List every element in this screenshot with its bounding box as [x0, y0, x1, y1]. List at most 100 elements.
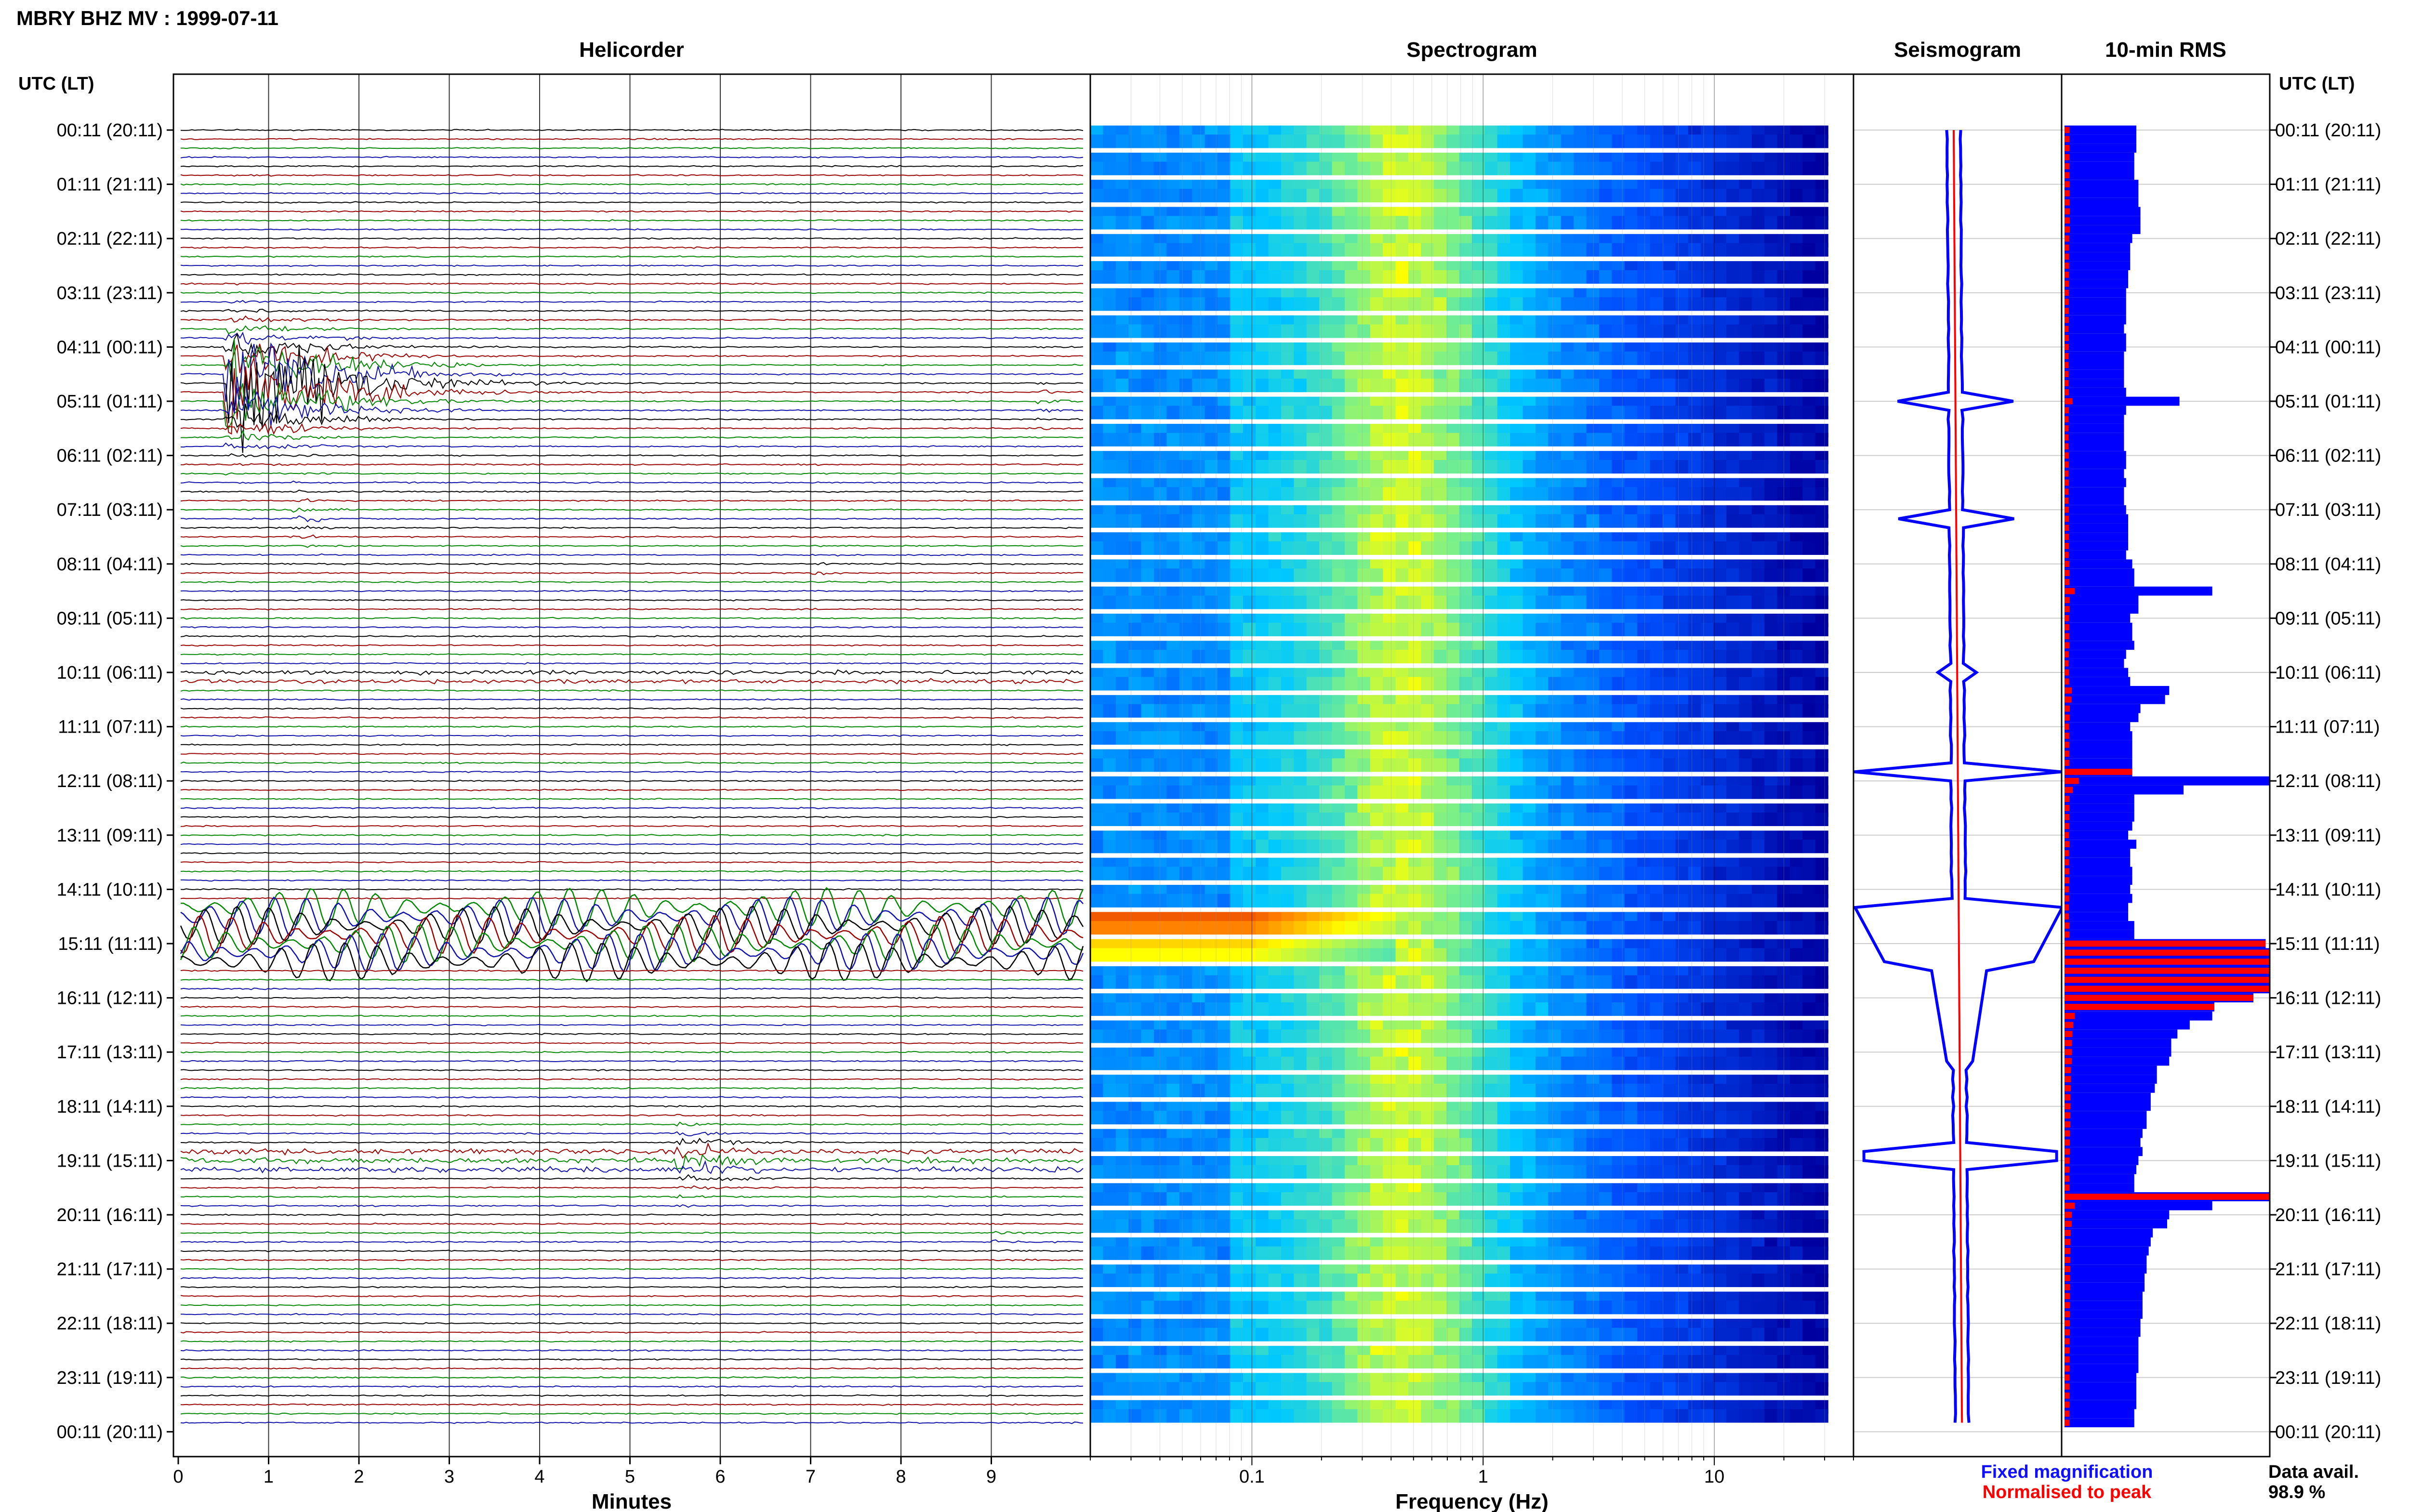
- spectrogram-cell: [1383, 351, 1396, 365]
- spectrogram-cell: [1128, 406, 1142, 420]
- spectrogram-cell: [1166, 650, 1180, 664]
- spectrogram-cell: [1777, 297, 1790, 311]
- spectrogram-cell: [1777, 189, 1790, 203]
- spectrogram-cell: [1510, 460, 1523, 474]
- spectrogram-cell: [1586, 785, 1600, 799]
- spectrogram-cell: [1154, 297, 1167, 311]
- spectrogram-cell: [1713, 731, 1727, 745]
- spectrogram-cell: [1522, 677, 1536, 691]
- spectrogram-cell: [1688, 1111, 1701, 1125]
- spectrogram-cell: [1243, 731, 1256, 745]
- spectrogram-cell: [1370, 894, 1383, 907]
- spectrogram-cell: [1090, 514, 1103, 528]
- spectrogram-cell: [1726, 1056, 1739, 1070]
- spectrogram-cell: [1522, 1056, 1536, 1070]
- spectrogram-cell: [1764, 1029, 1778, 1043]
- spectrogram-cell: [1764, 785, 1778, 799]
- helicorder-trace: [180, 1154, 1084, 1170]
- spectrogram-cell: [1103, 677, 1116, 691]
- helicorder-trace: [180, 761, 1084, 764]
- spectrogram-cell: [1115, 975, 1129, 989]
- spectrogram-cell: [1599, 406, 1612, 420]
- spectrogram-cell: [1522, 1111, 1536, 1125]
- helicorder-trace: [180, 1304, 1084, 1307]
- spectrogram-cell: [1421, 921, 1434, 935]
- spectrogram-cell: [1243, 1002, 1256, 1016]
- spectrogram-cell: [1650, 1111, 1663, 1125]
- spectrogram-cell: [1345, 243, 1358, 257]
- helicorder-trace: [180, 315, 1084, 323]
- helicorder-trace: [180, 1060, 1084, 1063]
- spectrogram-cell: [1739, 1111, 1752, 1125]
- spectrogram-cell: [1612, 433, 1625, 447]
- spectrogram-cell: [1128, 1246, 1142, 1260]
- spectrogram-cell: [1535, 487, 1549, 501]
- spectrogram-cell: [1790, 1083, 1803, 1097]
- spectrogram-cell: [1383, 1056, 1396, 1070]
- spectrogram-cell: [1764, 514, 1778, 528]
- spectrogram-cell: [1357, 1165, 1371, 1179]
- spectrogram-cell: [1395, 216, 1409, 230]
- spectrogram-cell: [1802, 840, 1816, 854]
- spectrogram-cell: [1433, 840, 1447, 854]
- spectrogram-cell: [1561, 595, 1574, 609]
- spectrogram-cell: [1332, 216, 1345, 230]
- spectrogram-cell: [1751, 379, 1765, 393]
- spectrogram-cell: [1332, 487, 1345, 501]
- spectrogram-cell: [1408, 921, 1421, 935]
- spectrogram-cell: [1535, 1111, 1549, 1125]
- helicorder-trace: [180, 1160, 1084, 1174]
- helicorder-trace: [180, 1137, 1084, 1146]
- spectrogram-cell: [1141, 731, 1154, 745]
- spectrogram-cell: [1701, 650, 1714, 664]
- spectrogram-cell: [1141, 568, 1154, 582]
- spectrogram-cell: [1484, 514, 1498, 528]
- spectrogram-cell: [1701, 1056, 1714, 1070]
- spectrogram-cell: [1103, 704, 1116, 718]
- spectrogram-cell: [1103, 975, 1116, 989]
- spectrogram-cell: [1739, 731, 1752, 745]
- spectrogram-cell: [1332, 406, 1345, 420]
- spectrogram-cell: [1802, 433, 1816, 447]
- spectrogram-cell: [1179, 975, 1192, 989]
- spectrogram-cell: [1663, 514, 1676, 528]
- spectrogram-cell: [1751, 243, 1765, 257]
- spectrogram-cell: [1192, 731, 1205, 745]
- spectrogram-cell: [1624, 975, 1638, 989]
- helicorder-trace: [180, 255, 1084, 258]
- spectrogram-cell: [1218, 460, 1231, 474]
- spectrogram-cell: [1650, 514, 1663, 528]
- spectrogram-cell: [1345, 134, 1358, 148]
- spectrogram-cell: [1726, 1165, 1739, 1179]
- spectrogram-cell: [1522, 867, 1536, 881]
- spectrogram-cell: [1218, 921, 1231, 935]
- spectrogram-cell: [1612, 785, 1625, 799]
- spectrogram-cell: [1497, 406, 1510, 420]
- spectrogram-cell: [1218, 731, 1231, 745]
- spectrogram-cell: [1739, 840, 1752, 854]
- spectrogram-cell: [1624, 1138, 1638, 1152]
- spectrogram-cell: [1243, 270, 1256, 284]
- spectrogram-cell: [1370, 379, 1383, 393]
- spectrogram-cell: [1433, 1111, 1447, 1125]
- spectrogram-cell: [1268, 351, 1282, 365]
- spectrogram-cell: [1433, 758, 1447, 772]
- spectrogram-cell: [1599, 541, 1612, 555]
- spectrogram-cell: [1650, 460, 1663, 474]
- spectrogram-cell: [1370, 1083, 1383, 1097]
- spectrogram-cell: [1128, 297, 1142, 311]
- spectrogram-cell: [1815, 541, 1828, 555]
- spectrogram-cell: [1141, 541, 1154, 555]
- spectrogram-cell: [1243, 677, 1256, 691]
- spectrogram-cell: [1192, 812, 1205, 826]
- spectrogram-cell: [1319, 921, 1333, 935]
- spectrogram-cell: [1281, 243, 1294, 257]
- spectrogram-cell: [1510, 595, 1523, 609]
- spectrogram-cell: [1688, 840, 1701, 854]
- spectrogram-cell: [1802, 1002, 1816, 1016]
- spectrogram-cell: [1154, 1165, 1167, 1179]
- spectrogram-cell: [1599, 161, 1612, 175]
- spectrogram-cell: [1535, 1192, 1549, 1206]
- spectrogram-cell: [1115, 677, 1129, 691]
- spectrogram-cell: [1306, 975, 1320, 989]
